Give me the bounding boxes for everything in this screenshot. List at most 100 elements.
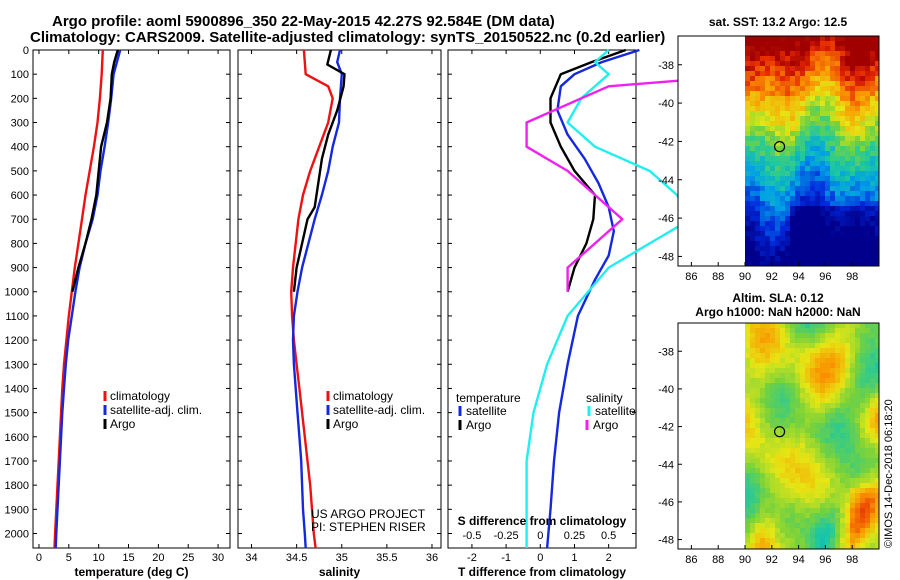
map-cell xyxy=(855,101,861,107)
map-cell xyxy=(785,503,791,509)
map-cell xyxy=(810,91,816,97)
map-cell xyxy=(760,111,766,117)
map-cell xyxy=(750,353,756,359)
map-cell xyxy=(765,181,771,187)
map-cell xyxy=(760,221,766,227)
map-cell xyxy=(800,538,806,544)
map-cell xyxy=(830,96,836,102)
map-cell xyxy=(835,508,841,514)
map-cell xyxy=(840,76,846,82)
map-cell xyxy=(745,463,751,469)
map-cell xyxy=(790,413,796,419)
map-cell xyxy=(870,256,876,262)
map-cell xyxy=(830,338,836,344)
map-cell xyxy=(855,126,861,132)
map-cell xyxy=(845,231,851,237)
map-cell xyxy=(805,116,811,122)
map-cell xyxy=(840,528,846,534)
ytick-label: 1000 xyxy=(5,287,29,299)
map-cell xyxy=(805,46,811,52)
map-cell xyxy=(745,343,751,349)
map-cell xyxy=(800,433,806,439)
map-cell xyxy=(770,131,776,137)
map-cell xyxy=(795,458,801,464)
map-cell xyxy=(805,251,811,257)
map-cell xyxy=(850,483,856,489)
map-cell xyxy=(750,96,756,102)
map-cell xyxy=(795,498,801,504)
map-cell xyxy=(800,36,806,42)
map-cell xyxy=(770,251,776,257)
map-cell xyxy=(830,383,836,389)
map-cell xyxy=(775,423,781,429)
map-cell xyxy=(785,41,791,47)
map-cell xyxy=(810,413,816,419)
map-cell xyxy=(775,201,781,207)
map-cell xyxy=(840,358,846,364)
map-cell xyxy=(750,241,756,247)
map-cell xyxy=(745,418,751,424)
map-cell xyxy=(790,348,796,354)
map-cell xyxy=(795,226,801,232)
map-cell xyxy=(850,126,856,132)
map-cell xyxy=(855,538,861,544)
map-cell xyxy=(775,348,781,354)
map-cell xyxy=(755,348,761,354)
map-cell xyxy=(790,483,796,489)
map-cell xyxy=(870,36,876,42)
map-cell xyxy=(805,498,811,504)
map-cell xyxy=(760,443,766,449)
map-cell xyxy=(860,413,866,419)
map-cell xyxy=(810,398,816,404)
map-cell xyxy=(825,328,831,334)
map-cell xyxy=(770,121,776,127)
map-cell xyxy=(845,236,851,242)
map-cell xyxy=(820,428,826,434)
map-cell xyxy=(775,111,781,117)
map-cell xyxy=(800,448,806,454)
map-cell xyxy=(860,433,866,439)
map-cell xyxy=(790,383,796,389)
map-cell xyxy=(765,483,771,489)
map-cell xyxy=(805,363,811,369)
xtick-label: 36 xyxy=(426,552,438,564)
map-cell xyxy=(780,141,786,147)
map-cell xyxy=(750,161,756,167)
map-cell xyxy=(780,418,786,424)
map-cell xyxy=(875,338,880,344)
map-cell xyxy=(875,76,880,82)
map-cell xyxy=(875,508,880,514)
map-cell xyxy=(795,166,801,172)
map-cell xyxy=(790,423,796,429)
map-cell xyxy=(795,66,801,72)
map-cell xyxy=(820,413,826,419)
map-cell xyxy=(815,101,821,107)
map-cell xyxy=(830,483,836,489)
map-cell xyxy=(785,498,791,504)
map-cell xyxy=(850,463,856,469)
map-cell xyxy=(780,196,786,202)
map-cell xyxy=(765,226,771,232)
map-cell xyxy=(860,363,866,369)
map-cell xyxy=(845,323,851,329)
map-cell xyxy=(805,146,811,152)
map-cell xyxy=(845,363,851,369)
map-cell xyxy=(860,428,866,434)
map-cell xyxy=(780,261,786,267)
map-cell xyxy=(860,86,866,92)
map-cell xyxy=(820,176,826,182)
map-cell xyxy=(860,438,866,444)
map-cell xyxy=(785,388,791,394)
map-cell xyxy=(790,373,796,379)
map-cell xyxy=(805,463,811,469)
map-cell xyxy=(780,358,786,364)
map-frame-sst-map xyxy=(677,35,880,267)
map-cell xyxy=(850,468,856,474)
map-cell xyxy=(745,348,751,354)
ytick-label: -42 xyxy=(658,136,674,148)
map-cell xyxy=(785,363,791,369)
map-cell xyxy=(760,378,766,384)
map-cell xyxy=(860,241,866,247)
map-cell xyxy=(810,478,816,484)
map-cell xyxy=(810,453,816,459)
